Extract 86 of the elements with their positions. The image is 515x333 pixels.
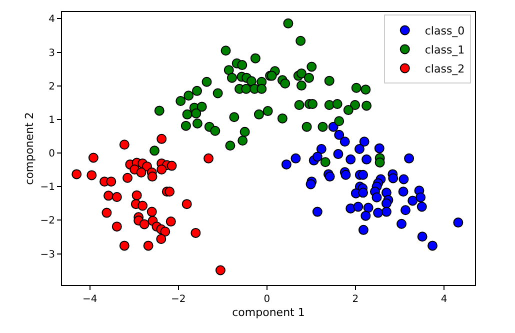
point <box>281 159 292 170</box>
y-tick-label: 1 <box>48 114 55 126</box>
point <box>146 206 157 217</box>
point <box>324 172 335 182</box>
point <box>358 224 368 235</box>
point <box>373 208 384 218</box>
point <box>408 196 418 206</box>
point <box>416 192 426 202</box>
y-tick-label: −3 <box>40 249 55 260</box>
y-tick-label: 3 <box>48 48 55 59</box>
point <box>190 228 201 238</box>
point <box>86 170 97 180</box>
point <box>156 234 166 244</box>
point <box>88 152 98 163</box>
legend-label: class_0 <box>424 24 465 38</box>
y-tick-label: 2 <box>48 81 55 92</box>
point <box>381 198 392 208</box>
point <box>363 202 374 213</box>
x-tick-label: −2 <box>171 294 186 305</box>
y-axis-title: component 2 <box>22 112 36 185</box>
point <box>103 190 114 201</box>
point <box>346 154 356 164</box>
point <box>166 160 177 171</box>
point <box>306 179 316 190</box>
point <box>428 240 438 251</box>
point <box>416 202 427 212</box>
point <box>353 202 364 212</box>
point <box>112 222 122 232</box>
y-tick-label: 4 <box>48 14 55 26</box>
point <box>106 176 116 187</box>
x-axis-title: component 1 <box>232 306 305 320</box>
x-tick-label: −4 <box>82 294 98 305</box>
point <box>139 219 150 230</box>
point <box>372 192 382 202</box>
point <box>156 164 167 174</box>
x-tick-label: 0 <box>264 294 270 305</box>
point <box>328 122 338 132</box>
point <box>156 134 167 144</box>
legend-label: class_2 <box>424 62 465 76</box>
point <box>400 205 410 216</box>
y-tick-label: −1 <box>40 182 55 194</box>
point <box>119 240 130 251</box>
point <box>398 174 409 184</box>
point <box>102 208 112 218</box>
point <box>132 190 142 200</box>
point <box>147 172 158 182</box>
point <box>119 140 130 150</box>
point <box>164 186 175 197</box>
point <box>398 186 408 197</box>
point <box>312 152 322 162</box>
point <box>204 153 214 164</box>
point <box>388 173 398 184</box>
point <box>215 265 226 276</box>
point <box>182 199 192 210</box>
point <box>122 172 133 183</box>
point <box>453 218 464 228</box>
point <box>333 149 344 160</box>
point <box>340 136 350 147</box>
point <box>312 206 322 217</box>
legend-label: class_1 <box>424 44 465 57</box>
point <box>404 153 414 164</box>
point <box>316 144 326 154</box>
point <box>112 192 122 202</box>
point <box>166 216 176 227</box>
point <box>72 169 82 180</box>
x-tick-label: 2 <box>352 294 359 305</box>
point <box>354 144 364 154</box>
point <box>143 240 154 251</box>
point <box>290 153 301 164</box>
point <box>334 130 344 140</box>
point <box>374 143 384 154</box>
point <box>160 226 170 237</box>
point <box>359 136 370 147</box>
point <box>136 168 146 178</box>
y-tick-label: −2 <box>40 216 55 227</box>
point <box>138 200 148 211</box>
point <box>340 170 351 180</box>
point <box>358 170 368 180</box>
point <box>360 210 371 221</box>
point <box>358 188 368 198</box>
point <box>362 154 372 164</box>
x-tick-label: 4 <box>440 294 448 305</box>
point <box>396 218 407 229</box>
point <box>417 232 428 242</box>
y-tick-label: 0 <box>48 148 55 160</box>
point <box>381 206 392 217</box>
